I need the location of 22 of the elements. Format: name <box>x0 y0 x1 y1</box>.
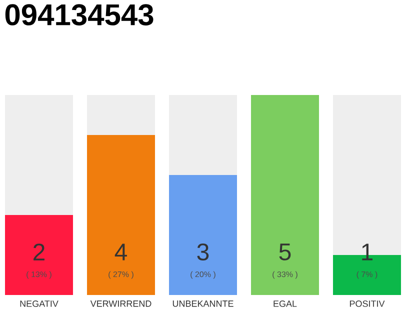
data-label: 4 <box>114 244 127 260</box>
x-tick-label: UNBEKANNTE <box>172 300 234 307</box>
data-label: 3 <box>197 244 209 260</box>
annotation: ( 20% ) <box>190 271 216 279</box>
bar <box>169 94 237 175</box>
bar <box>169 174 237 295</box>
data-label: 2 <box>34 244 44 260</box>
bar <box>5 94 74 215</box>
annotation: ( 33% ) <box>272 271 298 279</box>
annotation: ( 27% ) <box>108 271 134 279</box>
x-tick-label: POSITIV <box>350 300 385 307</box>
annotation: ( 7% ) <box>356 271 378 279</box>
x-tick-label: NEGATIV <box>20 300 58 307</box>
bar <box>87 94 155 135</box>
bar <box>87 134 155 295</box>
annotation: ( 13% ) <box>26 271 52 279</box>
chart-title: 094134543 <box>5 4 154 26</box>
x-tick-label: EGAL <box>274 300 297 307</box>
bar <box>251 94 319 295</box>
bar <box>5 214 74 295</box>
data-label: 5 <box>279 244 291 260</box>
x-tick-label: VERWIRREND <box>90 300 152 307</box>
